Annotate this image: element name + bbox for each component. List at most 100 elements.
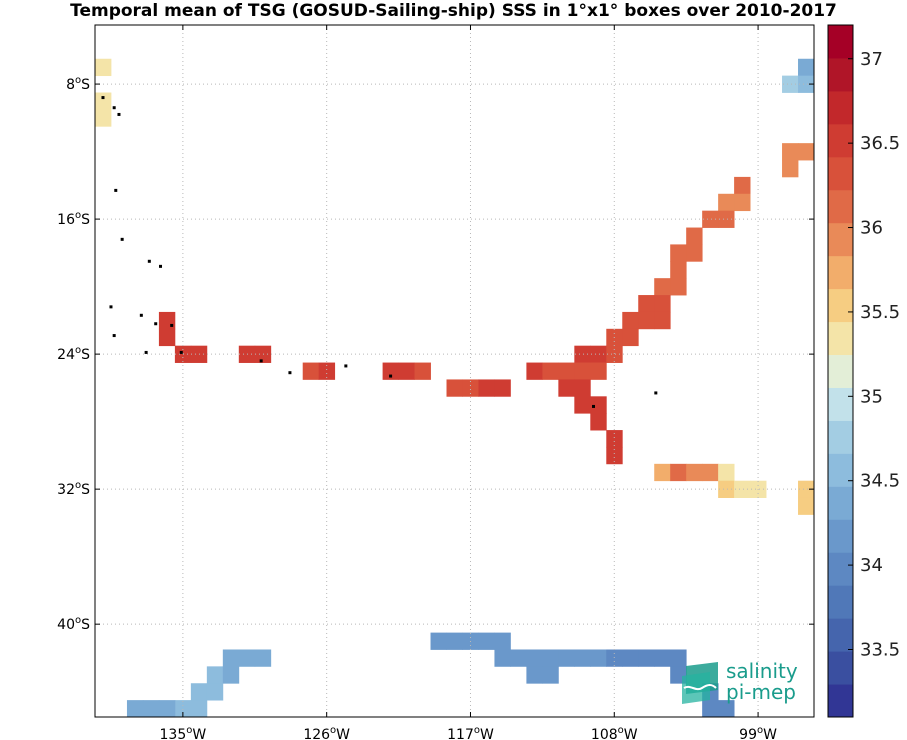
sss-cell	[430, 632, 447, 650]
sss-cell	[606, 446, 623, 465]
tick-degree: o	[186, 725, 192, 736]
sss-cell	[782, 75, 799, 93]
island-marker	[101, 96, 105, 100]
sss-cell	[590, 345, 607, 363]
sss-cell	[206, 666, 224, 684]
colorbar-segment	[828, 684, 853, 718]
sss-cell	[686, 244, 703, 262]
tick-value: 126	[303, 727, 330, 740]
sss-cell	[654, 295, 671, 313]
tick-hemisphere: S	[81, 617, 90, 633]
axis-tick-label: 108oW	[591, 725, 638, 740]
map-gridlines	[95, 25, 814, 717]
axis-tick-label: 99oW	[739, 725, 777, 740]
island-marker	[139, 313, 143, 317]
axis-tick-label: 16oS	[57, 210, 90, 228]
sss-cell	[398, 362, 415, 380]
tick-value: 16	[57, 212, 75, 228]
colorbar-segment	[828, 123, 853, 158]
island-marker	[170, 323, 174, 327]
tick-degree: o	[474, 725, 480, 736]
chart-title: Temporal mean of TSG (GOSUD-Sailing-ship…	[70, 1, 837, 21]
sss-cell	[798, 143, 815, 161]
island-marker	[154, 322, 158, 326]
colorbar-segment	[828, 453, 853, 487]
sss-cell	[558, 649, 575, 667]
island-marker	[147, 259, 151, 263]
sss-cell	[718, 700, 735, 718]
island-marker	[389, 374, 393, 378]
sss-cell	[686, 463, 703, 482]
sss-cell	[558, 379, 575, 397]
colorbar-tick-label: 35.5	[860, 302, 900, 323]
sss-cell	[622, 328, 639, 347]
tick-hemisphere: W	[624, 727, 638, 740]
axis-tick-label: 135oW	[160, 725, 207, 740]
colorbar-segment	[828, 552, 853, 586]
tick-value: 135	[160, 727, 187, 740]
sss-cell	[206, 683, 224, 701]
colorbar: 33.5 34 34.5 35 35.5 36 36.5 37	[827, 24, 900, 718]
island-marker	[112, 106, 116, 110]
colorbar-tick-label: 33.5	[860, 639, 900, 660]
tick-degree: o	[75, 210, 81, 221]
sss-cell	[798, 75, 815, 93]
sss-cell	[238, 649, 256, 667]
tick-degree: o	[75, 615, 81, 626]
tick-hemisphere: W	[763, 727, 777, 740]
sss-cell	[670, 278, 687, 296]
sss-cell	[158, 328, 176, 347]
sss-cell	[542, 666, 559, 684]
sss-cell	[590, 396, 607, 414]
colorbar-segment	[828, 25, 853, 59]
tick-hemisphere: W	[336, 727, 350, 740]
sss-cell	[494, 649, 511, 667]
colorbar-tick-label: 37	[860, 49, 883, 70]
sss-cell	[798, 480, 815, 498]
tick-hemisphere: S	[81, 77, 90, 93]
colorbar-segment	[828, 189, 853, 224]
sss-cell	[190, 683, 208, 701]
colorbar-segment	[828, 618, 853, 652]
colorbar-tick-label: 34	[860, 555, 883, 576]
colorbar-segment	[828, 156, 853, 191]
sss-cell	[606, 430, 623, 448]
island-marker	[114, 188, 118, 192]
sss-cell	[446, 632, 463, 650]
sss-cell	[526, 666, 543, 684]
tick-value: 24	[57, 347, 75, 363]
sss-cell	[622, 311, 639, 330]
island-marker	[159, 264, 163, 268]
sss-cell	[670, 463, 687, 482]
sss-cell	[174, 700, 192, 718]
sss-cell	[670, 261, 687, 279]
colorbar-segment	[828, 288, 853, 323]
sss-cell	[190, 700, 208, 718]
sss-cell	[510, 649, 527, 667]
colorbar-tick-label: 36.5	[860, 133, 900, 154]
island-marker	[654, 391, 658, 395]
sss-cell	[526, 649, 543, 667]
sss-cell	[606, 649, 623, 667]
tick-value: 32	[57, 482, 75, 498]
sss-cell	[590, 649, 607, 667]
island-marker	[109, 305, 113, 309]
colorbar-segment	[828, 321, 853, 356]
sss-cell	[734, 193, 751, 212]
sss-cell	[638, 649, 655, 667]
sss-cell	[478, 632, 495, 650]
sss-cell	[590, 362, 607, 380]
sss-cell	[526, 362, 543, 380]
axis-tick-label: 40oS	[57, 615, 90, 633]
sss-cell	[734, 176, 751, 195]
sss-cell	[238, 345, 256, 363]
sss-cell	[670, 649, 687, 667]
island-marker	[259, 359, 263, 363]
island-marker	[344, 364, 348, 368]
sss-cell	[382, 362, 399, 380]
sss-cell	[318, 362, 336, 380]
colorbar-segment	[828, 420, 853, 454]
sss-cell	[542, 649, 559, 667]
island-marker	[144, 350, 148, 354]
axis-tick-label: 24oS	[57, 345, 90, 363]
